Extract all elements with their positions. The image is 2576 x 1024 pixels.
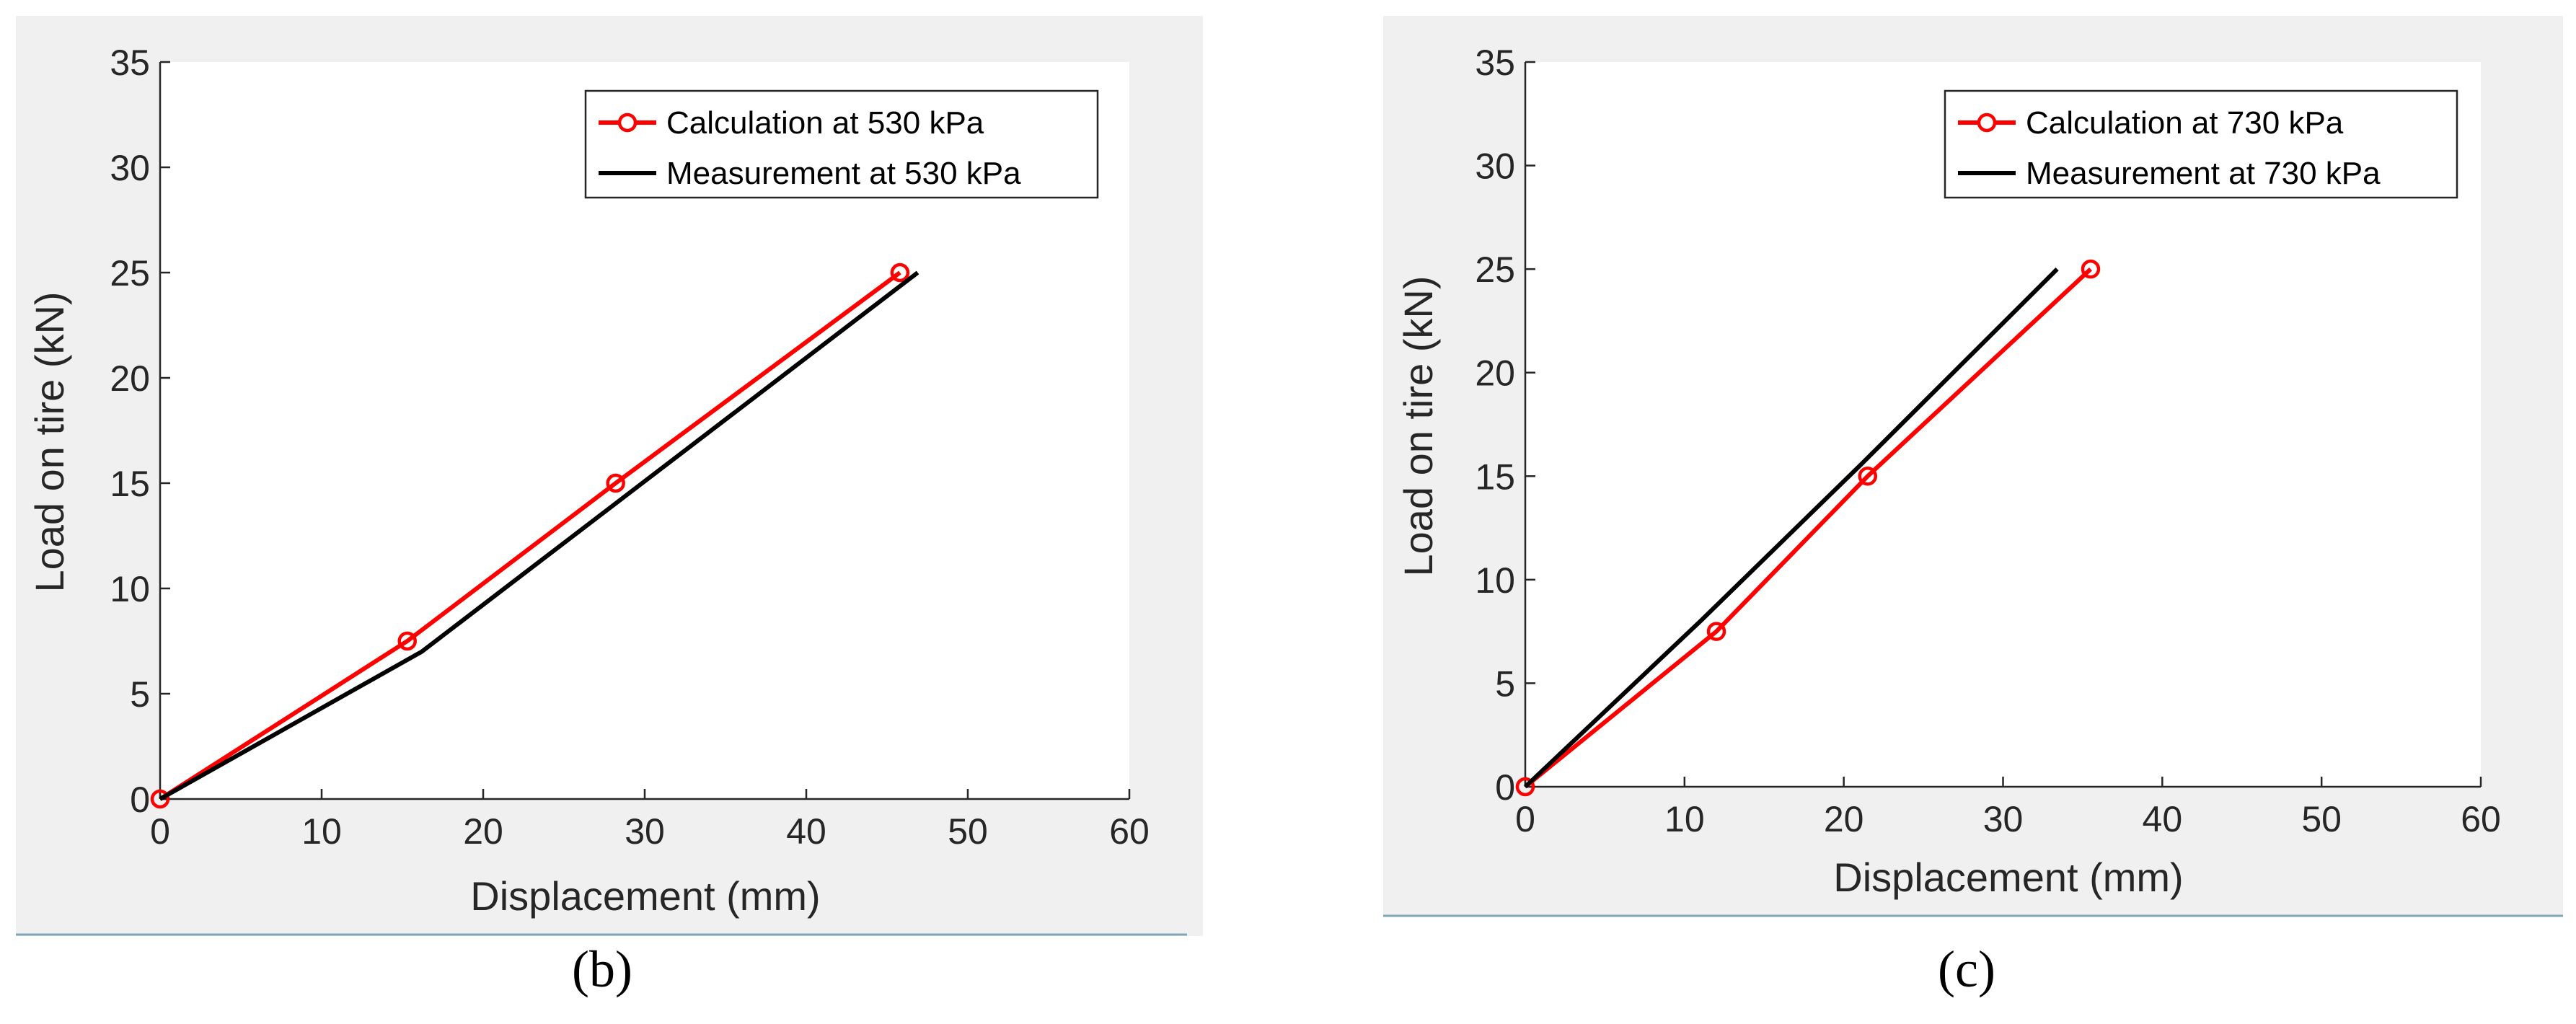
y-axis-label: Load on tire (kN)	[1395, 275, 1441, 576]
x-tick-label: 0	[150, 811, 170, 852]
y-tick-label: 20	[110, 358, 150, 399]
x-tick-label: 0	[1515, 799, 1535, 839]
y-tick-label: 30	[1475, 146, 1515, 187]
y-tick-label: 25	[1475, 250, 1515, 290]
legend: Calculation at 730 kPa Measurement at 730…	[1944, 89, 2458, 199]
panel-caption: (b)	[572, 940, 632, 998]
y-tick-label: 10	[1475, 560, 1515, 601]
data-point-marker	[150, 789, 170, 809]
y-tick-label: 5	[130, 674, 150, 715]
y-tick-label: 10	[110, 569, 150, 609]
x-axis-label: Displacement (mm)	[1833, 855, 2183, 900]
series-line-calculation	[1524, 267, 2092, 789]
x-tick-label: 60	[1109, 811, 1150, 852]
y-tick-label: 0	[1495, 767, 1515, 808]
legend-box	[1944, 89, 2458, 199]
legend: Calculation at 530 kPa Measurement at 530…	[584, 89, 1099, 199]
y-tick-label: 15	[110, 464, 150, 504]
chart-panel-c: 0 10 20 30 40 50 60 0 5 10 15 20 25 30 35 Displacement …	[1383, 16, 2563, 998]
series-line-calculation	[159, 270, 901, 801]
series-line-measurement	[159, 270, 919, 801]
y-tick-label: 25	[110, 253, 150, 293]
x-tick-label: 60	[2461, 799, 2501, 839]
x-tick-label: 20	[1824, 799, 1864, 839]
x-tick-label: 10	[1664, 799, 1705, 839]
x-tick-label: 10	[301, 811, 342, 852]
data-point-marker	[890, 262, 910, 283]
x-tick-label: 30	[625, 811, 665, 852]
y-tick-label: 30	[110, 148, 150, 188]
y-tick-label: 15	[1475, 456, 1515, 497]
x-tick-label: 40	[2143, 799, 2183, 839]
x-tick-label: 50	[948, 811, 988, 852]
data-point-marker	[1858, 467, 1878, 486]
x-tick-label: 50	[2301, 799, 2342, 839]
y-tick-label: 35	[1475, 43, 1515, 83]
x-tick-label: 30	[1983, 799, 2024, 839]
x-axis-label: Displacement (mm)	[470, 873, 820, 919]
legend-marker	[1977, 112, 1997, 133]
y-tick-label: 20	[1475, 353, 1515, 394]
legend-entry: Calculation at 530 kPa	[666, 105, 984, 141]
data-point-marker	[1706, 622, 1726, 641]
data-point-marker	[1515, 777, 1535, 797]
legend-entry: Measurement at 730 kPa	[2026, 156, 2381, 191]
y-tick-label: 5	[1495, 663, 1515, 704]
chart-panel-b: 0 10 20 30 40 50 60 0 5 10 15 20 25 30 35 Displacement …	[16, 16, 1203, 998]
x-tick-label: 20	[463, 811, 503, 852]
x-tick-label: 40	[786, 811, 826, 852]
data-point-marker	[2081, 259, 2101, 279]
legend-marker	[617, 112, 638, 133]
legend-entry: Measurement at 530 kPa	[666, 156, 1021, 191]
data-point-marker	[606, 473, 625, 493]
y-tick-label: 0	[130, 780, 150, 820]
panel-caption: (c)	[1938, 940, 1995, 998]
y-tick-label: 35	[110, 43, 150, 83]
legend-box	[584, 89, 1099, 199]
legend-entry: Calculation at 730 kPa	[2026, 105, 2344, 141]
data-point-marker	[397, 631, 417, 651]
series-line-measurement	[1523, 268, 2059, 789]
y-axis-label: Load on tire (kN)	[27, 291, 72, 592]
